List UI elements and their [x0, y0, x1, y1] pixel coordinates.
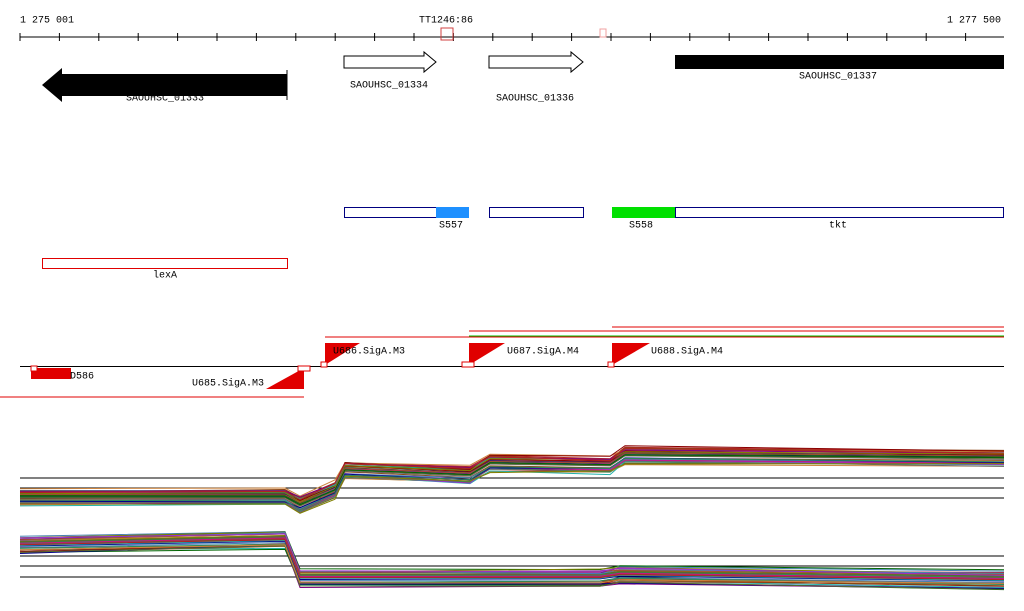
- expression-line: [19, 448, 1005, 501]
- expression-line: [19, 454, 1005, 506]
- ruler-end: 1 277 500: [947, 16, 1001, 27]
- expression-line: [19, 536, 1005, 577]
- expression-line: [19, 457, 1005, 511]
- ruler-start: 1 275 001: [20, 16, 74, 27]
- expression-line: [19, 533, 1005, 576]
- expression-line: [19, 540, 1005, 582]
- gene-label: SAOUHSC_01337: [799, 72, 877, 83]
- segment-label: tkt: [829, 220, 847, 232]
- promoter: [325, 343, 360, 365]
- segment: [612, 207, 675, 218]
- promoter-label: U685.SigA.M3: [192, 378, 264, 390]
- segment-label: S558: [629, 221, 653, 232]
- promoter-label: U687.SigA.M4: [507, 346, 579, 358]
- promoter-label: U686.SigA.M3: [333, 346, 405, 358]
- promoter-label: D586: [70, 372, 94, 383]
- segment: [675, 207, 1004, 218]
- promoter: [31, 368, 71, 379]
- promoter-label: U688.SigA.M4: [651, 346, 723, 358]
- segment-label: lexA: [153, 270, 177, 282]
- expression-line: [19, 545, 1005, 590]
- expression-line: [19, 452, 1005, 504]
- marker-box: [599, 28, 607, 38]
- expression-line: [19, 532, 1005, 575]
- ruler-marker: TT1246:86: [419, 16, 473, 27]
- gene-arrow: [42, 68, 287, 102]
- segment-label: S557: [439, 221, 463, 232]
- segment: [489, 207, 584, 218]
- promoter: [469, 343, 505, 365]
- segment: [436, 207, 469, 218]
- expression-line: [19, 542, 1005, 584]
- expression-line: [19, 539, 1005, 581]
- expression-line: [19, 460, 1005, 513]
- gene-label: SAOUHSC_01336: [496, 94, 574, 105]
- gene-arrow: [343, 50, 437, 74]
- gene-label: SAOUHSC_01333: [126, 94, 204, 105]
- gene-box: [675, 55, 1004, 69]
- segment: [42, 258, 288, 269]
- gene-arrow: [488, 50, 584, 74]
- expression-line: [19, 451, 1005, 503]
- expression-line: [19, 543, 1005, 586]
- expression-line: [19, 538, 1005, 580]
- gene-label: SAOUHSC_01334: [350, 81, 428, 92]
- expression-line: [19, 537, 1005, 580]
- expression-line: [19, 454, 1005, 506]
- expression-line: [19, 531, 1005, 575]
- expression-line: [19, 448, 1005, 497]
- promoter-track: [0, 326, 1004, 398]
- expression-line: [19, 539, 1005, 581]
- marker-box: [440, 27, 454, 41]
- expression-line: [19, 536, 1005, 578]
- expression-line: [19, 544, 1005, 584]
- promoter: [266, 368, 304, 389]
- expression-profiles: [19, 445, 1005, 591]
- promoter: [612, 343, 650, 365]
- expression-line: [19, 463, 1005, 514]
